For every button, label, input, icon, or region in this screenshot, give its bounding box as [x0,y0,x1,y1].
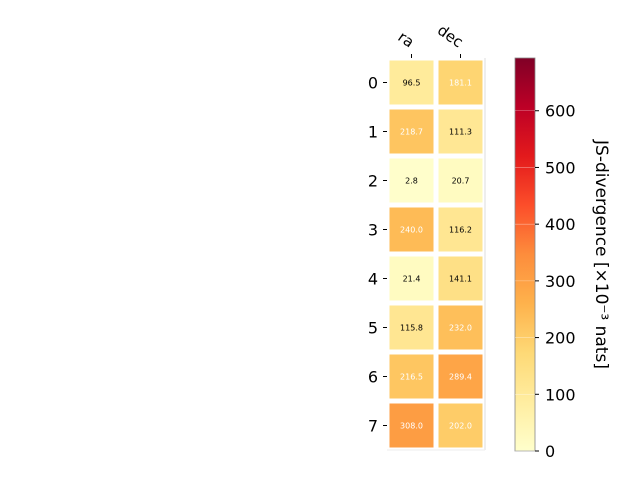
colorbar-gradient [515,58,535,451]
cell-value-label: 202.0 [449,422,472,431]
y-tick-label: 5 [368,319,378,338]
heatmap-cell [438,60,483,105]
colorbar-tick-label: 400 [545,215,576,234]
heatmap-cell [438,256,483,301]
cell-value-label: 218.7 [400,128,423,137]
colorbar-tick-label: 500 [545,158,576,177]
cell-value-label: 240.0 [400,226,423,235]
cell-value-label: 2.8 [405,177,418,186]
colorbar-tick-label: 300 [545,272,576,291]
cell-value-label: 308.0 [400,422,423,431]
colorbar-tick-label: 200 [545,329,576,348]
y-tick-label: 4 [368,270,378,289]
x-tick-label: ra [395,28,418,52]
y-tick-label: 3 [368,221,378,240]
colorbar-label: JS-divergence [×10⁻³ nats] [591,139,611,369]
heatmap-cell [438,109,483,154]
cell-value-label: 116.2 [449,226,472,235]
colorbar: 0 100 200 300 400 500 600 JS-divergence [×10⁻³ … [514,57,611,461]
cell-value-label: 181.1 [449,79,472,88]
heatmap-cell [438,207,483,252]
heatmap-cell [438,354,483,399]
heatmap-cell [389,256,434,301]
cell-value-label: 111.3 [449,128,472,137]
cell-value-label: 232.0 [449,324,472,333]
heatmap-cell [389,109,434,154]
cell-value-label: 289.4 [449,373,472,382]
cell-value-label: 20.7 [452,177,470,186]
heatmap-cell [438,403,483,448]
colorbar-tick-label: 600 [545,102,576,121]
cell-value-label: 141.1 [449,275,472,284]
y-tick-label: 1 [368,123,378,142]
heatmap-cell [389,207,434,252]
y-tick-label: 6 [368,368,378,387]
cell-value-label: 21.4 [403,275,421,284]
heatmap-cell [438,305,483,350]
cells-layer: 96.5 181.1 218.7 111.3 2.8 20.7 240.0 116.2 21.4… [389,60,483,448]
heatmap-cell [389,60,434,105]
y-tick-label: 7 [368,417,378,436]
colorbar-tick-label: 0 [545,442,555,461]
cell-value-label: 115.8 [400,324,423,333]
heatmap-cell [389,305,434,350]
cell-value-label: 216.5 [400,373,423,382]
heatmap-cell [389,158,434,203]
y-tick-label: 0 [368,74,378,93]
heatmap-cell [438,158,483,203]
x-tick-label: dec [434,21,466,51]
y-tick-label: 2 [368,172,378,191]
heatmap-cell [389,403,434,448]
heatmap-cell [389,354,434,399]
colorbar-tick-label: 100 [545,385,576,404]
cell-value-label: 96.5 [403,79,421,88]
